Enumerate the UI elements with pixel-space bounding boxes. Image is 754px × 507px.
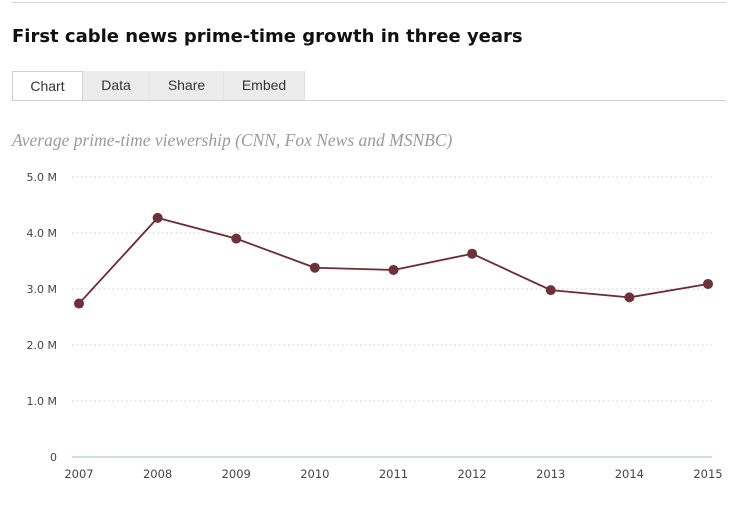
tab-bar: Chart Data Share Embed: [12, 71, 305, 101]
data-point: [388, 264, 399, 275]
y-tick-label: 1.0 M: [27, 395, 57, 408]
y-tick-label: 5.0 M: [27, 171, 57, 184]
y-tick-label: 2.0 M: [27, 339, 57, 352]
tab-data[interactable]: Data: [83, 71, 150, 100]
data-point: [309, 262, 320, 273]
x-tick-label: 2015: [693, 467, 722, 481]
x-tick-label: 2007: [64, 467, 93, 481]
data-point: [545, 285, 556, 296]
data-point: [624, 292, 635, 303]
y-tick-label: 4.0 M: [27, 227, 57, 240]
top-rule: [12, 2, 726, 3]
tab-share[interactable]: Share: [150, 71, 224, 100]
tab-divider: [12, 100, 726, 101]
x-tick-label: 2010: [300, 467, 329, 481]
tab-chart[interactable]: Chart: [12, 71, 83, 101]
tab-embed[interactable]: Embed: [224, 71, 305, 100]
y-tick-label: 0: [50, 451, 57, 464]
x-tick-label: 2012: [457, 467, 486, 481]
data-point: [152, 212, 163, 223]
page-title: First cable news prime-time growth in th…: [12, 26, 523, 47]
x-tick-label: 2009: [222, 467, 251, 481]
y-tick-label: 3.0 M: [27, 283, 57, 296]
series-line: [78, 216, 709, 305]
data-point: [74, 298, 84, 309]
x-tick-label: 2011: [379, 467, 408, 481]
x-tick-label: 2014: [615, 467, 644, 481]
x-tick-label: 2008: [143, 467, 172, 481]
data-point: [467, 248, 478, 259]
x-tick-label: 2013: [536, 467, 565, 481]
data-point: [703, 278, 713, 289]
chart-subtitle: Average prime-time viewership (CNN, Fox …: [12, 130, 453, 150]
data-point: [231, 233, 242, 244]
